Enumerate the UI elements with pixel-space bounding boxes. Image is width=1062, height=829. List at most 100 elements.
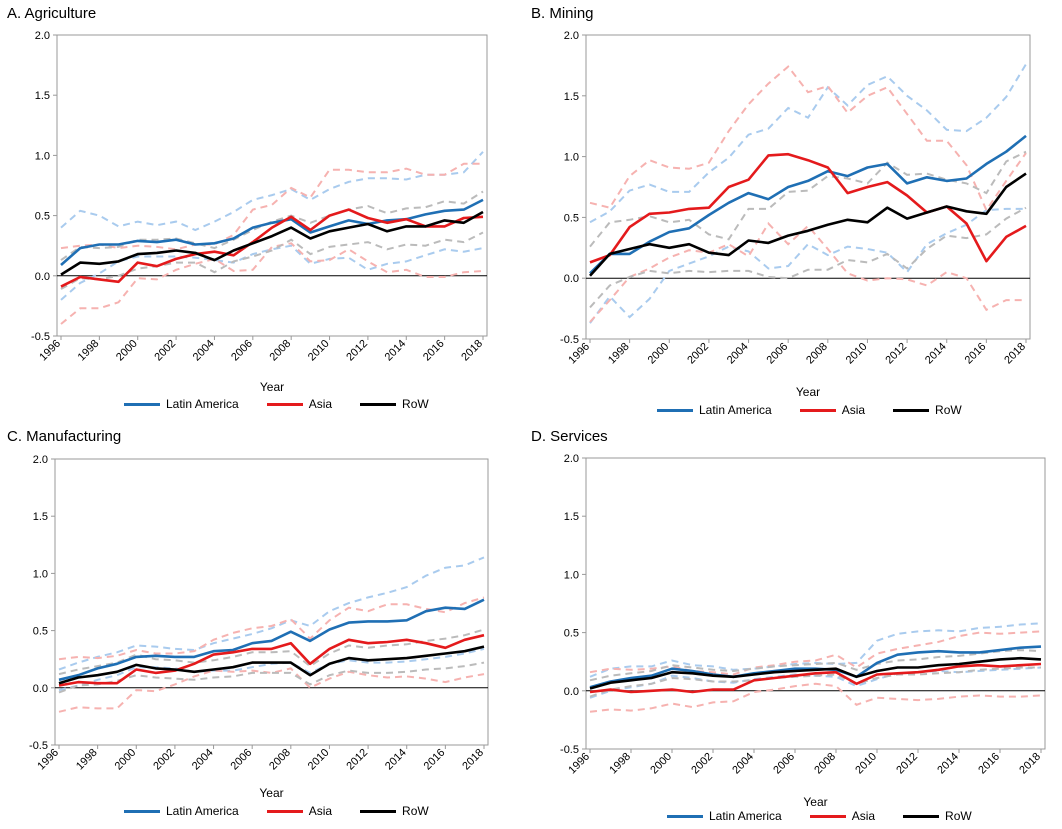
y-tick-label: 0.5 (564, 628, 579, 640)
chart-title: A. Agriculture (7, 5, 97, 22)
legend-swatch-asia (809, 814, 846, 818)
band-upper-asia (589, 65, 1027, 213)
chart-title: B. Mining (531, 5, 594, 22)
y-tick-label: 1.0 (564, 152, 579, 164)
y-tick-label: 0.5 (35, 211, 50, 223)
legend-swatch-latin-america (657, 408, 693, 412)
chart-panel-services: D. Services 2.0 1.5 1.0 0.5 0.0 -0.5 1996 1998 2… (531, 420, 1062, 829)
series-line-row (58, 645, 485, 685)
x-tick-label: 2008 (804, 341, 830, 367)
legend-label: RoW (935, 403, 962, 417)
legend-item-asia: Asia (266, 397, 333, 411)
x-tick-label: 2010 (844, 341, 870, 367)
x-tick-label: 2004 (191, 338, 217, 364)
x-tick-label: 2006 (765, 341, 791, 367)
legend-item-latin-america: Latin America (124, 397, 239, 411)
x-tick-label: 2008 (812, 751, 838, 777)
band-lower-asia (58, 667, 485, 713)
series-line-asia (60, 208, 484, 288)
legend-item-latin-america: Latin America (657, 403, 772, 417)
band-upper-asia (58, 596, 485, 661)
y-tick-label: 1.0 (33, 568, 48, 580)
series-line-asia (58, 633, 485, 687)
legend-item-asia: Asia (809, 809, 875, 823)
legend-label: RoW (402, 397, 429, 411)
y-tick-label: -0.5 (31, 331, 50, 343)
x-tick-label: 2012 (344, 747, 370, 773)
y-tick-label: 1.5 (33, 511, 48, 523)
x-tick-label: 2012 (883, 341, 909, 367)
legend-swatch-asia (266, 402, 303, 406)
x-tick-label: 2016 (422, 747, 448, 773)
x-tick-label: 2000 (113, 747, 139, 773)
legend-item-asia: Asia (799, 403, 865, 417)
band-lower-row (60, 231, 484, 290)
x-tick-label: 2014 (383, 338, 409, 364)
x-tick-label: 2014 (383, 747, 409, 773)
chart-legend: Latin America Asia RoW (124, 804, 429, 818)
y-tick-label: 0.5 (33, 626, 48, 638)
x-tick-label: 1998 (607, 751, 633, 777)
chart-panel-mining: B. Mining 2.0 1.5 1.0 0.5 0.0 -0.5 1996 1998 200… (531, 0, 1062, 420)
legend-item-asia: Asia (266, 804, 332, 818)
x-tick-label: 2018 (459, 338, 485, 364)
legend-swatch-row (903, 814, 940, 818)
band-lower-asia (589, 221, 1026, 323)
x-tick-label: 1998 (76, 338, 102, 364)
x-tick-label: 2014 (935, 751, 961, 777)
y-tick-label: 2.0 (35, 30, 50, 42)
chart-title: C. Manufacturing (7, 428, 122, 445)
band-lower-asia (60, 242, 484, 325)
chart-legend: Latin America Asia RoW (124, 397, 429, 411)
series-line-latin-america (589, 645, 1042, 689)
y-tick-label: 0.0 (564, 686, 579, 698)
legend-label: RoW (945, 809, 972, 823)
y-tick-label: 0.5 (564, 212, 579, 224)
x-axis-label: Year (260, 380, 284, 394)
x-tick-label: 2004 (725, 341, 751, 367)
x-tick-label: 2002 (151, 747, 177, 773)
legend-swatch-row (893, 408, 930, 412)
x-tick-label: 2018 (1017, 751, 1043, 777)
legend-label: Latin America (709, 809, 782, 823)
x-tick-label: 2016 (963, 341, 989, 367)
y-tick-label: 1.5 (564, 91, 579, 103)
y-tick-label: 0.0 (35, 271, 50, 283)
y-tick-label: 1.0 (35, 150, 50, 162)
plot-frame (56, 34, 488, 337)
legend-item-latin-america: Latin America (124, 804, 239, 818)
legend-label: Latin America (166, 804, 239, 818)
series-line-latin-america (60, 198, 484, 266)
legend-swatch-row (360, 809, 397, 813)
legend-item-latin-america: Latin America (667, 809, 782, 823)
band-upper-latin-america (60, 151, 484, 232)
legend-label: Asia (308, 397, 333, 411)
x-tick-label: 2000 (646, 341, 672, 367)
legend-swatch-latin-america (667, 814, 703, 818)
legend-item-row: RoW (893, 403, 962, 417)
x-tick-label: 2010 (853, 751, 879, 777)
legend-item-row: RoW (903, 809, 972, 823)
series-line-asia (589, 662, 1042, 694)
x-tick-label: 2008 (268, 338, 294, 364)
chart-legend: Latin America Asia RoW (657, 403, 962, 417)
x-tick-label: 2016 (976, 751, 1002, 777)
x-tick-label: 2000 (648, 751, 674, 777)
y-tick-label: 0.0 (33, 683, 48, 695)
plot-frame (54, 458, 489, 746)
x-tick-label: 1998 (606, 341, 632, 367)
x-tick-label: 2018 (1002, 341, 1028, 367)
x-tick-label: 2012 (894, 751, 920, 777)
series-line-row (60, 210, 484, 276)
x-tick-label: 2006 (229, 338, 255, 364)
y-tick-label: -0.5 (560, 744, 579, 756)
y-tick-label: 1.5 (564, 511, 579, 523)
series-line-row (589, 656, 1042, 690)
band-lower-row (58, 661, 485, 694)
x-tick-label: 2004 (190, 747, 216, 773)
y-tick-label: 0.0 (564, 273, 579, 285)
y-tick-label: 2.0 (564, 453, 579, 465)
chart-legend: Latin America Asia RoW (667, 809, 972, 823)
chart-panel-manufacturing: C. Manufacturing 2.0 1.5 1.0 0.5 0.0 -0.5 1996… (0, 420, 531, 829)
